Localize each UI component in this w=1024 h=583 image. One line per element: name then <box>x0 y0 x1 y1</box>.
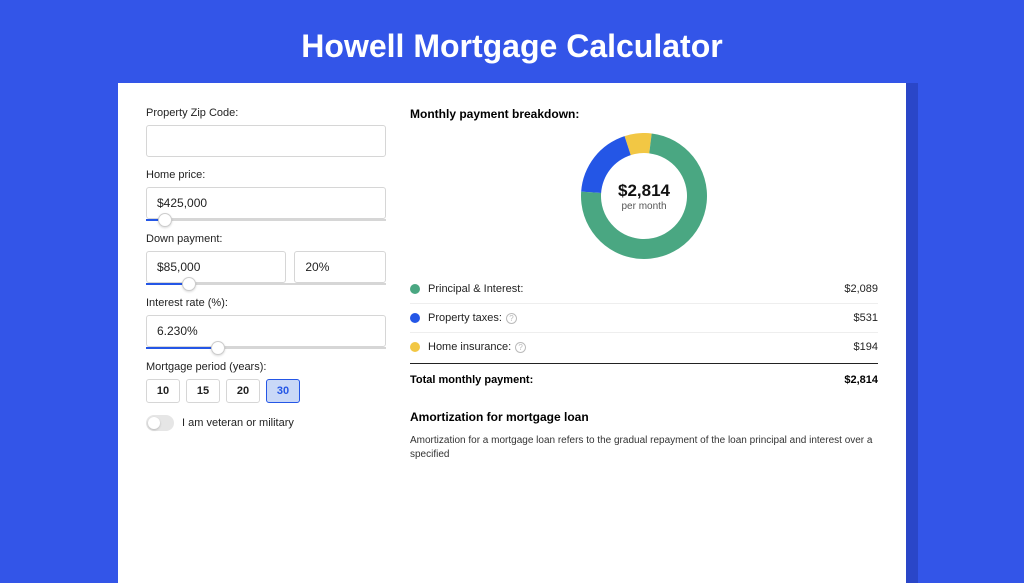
info-icon[interactable]: ? <box>506 313 517 324</box>
donut-amount: $2,814 <box>618 181 670 201</box>
legend-dot <box>410 284 420 294</box>
down-payment-amount-input[interactable] <box>146 251 286 283</box>
down-payment-slider[interactable] <box>146 283 386 285</box>
total-row: Total monthly payment: $2,814 <box>410 363 878 392</box>
legend-dot <box>410 313 420 323</box>
legend-row: Home insurance:?$194 <box>410 333 878 361</box>
amortization-title: Amortization for mortgage loan <box>410 410 878 424</box>
info-icon[interactable]: ? <box>515 342 526 353</box>
total-label: Total monthly payment: <box>410 374 844 386</box>
amortization-section: Amortization for mortgage loan Amortizat… <box>410 410 878 462</box>
legend-label: Property taxes:? <box>428 312 854 324</box>
legend-row: Property taxes:?$531 <box>410 304 878 333</box>
down-payment-pct-input[interactable] <box>294 251 386 283</box>
period-button-30[interactable]: 30 <box>266 379 300 403</box>
breakdown-title: Monthly payment breakdown: <box>410 107 878 121</box>
veteran-toggle-row: I am veteran or military <box>146 415 386 431</box>
down-payment-field: Down payment: <box>146 233 386 285</box>
toggle-knob <box>148 417 160 429</box>
interest-rate-input[interactable] <box>146 315 386 347</box>
interest-rate-field: Interest rate (%): <box>146 297 386 349</box>
home-price-input[interactable] <box>146 187 386 219</box>
mortgage-period-label: Mortgage period (years): <box>146 361 386 373</box>
zip-field: Property Zip Code: <box>146 107 386 157</box>
interest-rate-slider[interactable] <box>146 347 386 349</box>
legend-dot <box>410 342 420 352</box>
calculator-card: Property Zip Code: Home price: Down paym… <box>118 83 906 583</box>
legend-label: Home insurance:? <box>428 341 854 353</box>
legend: Principal & Interest:$2,089Property taxe… <box>410 275 878 361</box>
period-button-20[interactable]: 20 <box>226 379 260 403</box>
period-buttons: 10152030 <box>146 379 386 403</box>
down-payment-label: Down payment: <box>146 233 386 245</box>
legend-value: $531 <box>854 312 878 324</box>
home-price-slider[interactable] <box>146 219 386 221</box>
legend-value: $2,089 <box>844 283 878 295</box>
total-value: $2,814 <box>844 374 878 386</box>
legend-value: $194 <box>854 341 878 353</box>
donut-chart: $2,814 per month <box>581 133 707 259</box>
mortgage-period-field: Mortgage period (years): 10152030 <box>146 361 386 403</box>
period-button-15[interactable]: 15 <box>186 379 220 403</box>
interest-rate-label: Interest rate (%): <box>146 297 386 309</box>
donut-center: $2,814 per month <box>581 133 707 259</box>
home-price-label: Home price: <box>146 169 386 181</box>
slider-thumb[interactable] <box>158 213 172 227</box>
donut-wrap: $2,814 per month <box>410 133 878 259</box>
home-price-field: Home price: <box>146 169 386 221</box>
page-title: Howell Mortgage Calculator <box>0 0 1024 83</box>
veteran-toggle[interactable] <box>146 415 174 431</box>
slider-thumb[interactable] <box>211 341 225 355</box>
slider-thumb[interactable] <box>182 277 196 291</box>
legend-label: Principal & Interest: <box>428 283 844 295</box>
period-button-10[interactable]: 10 <box>146 379 180 403</box>
zip-input[interactable] <box>146 125 386 157</box>
zip-label: Property Zip Code: <box>146 107 386 119</box>
veteran-toggle-label: I am veteran or military <box>182 417 294 429</box>
amortization-text: Amortization for a mortgage loan refers … <box>410 434 878 462</box>
donut-sub: per month <box>621 201 666 212</box>
legend-row: Principal & Interest:$2,089 <box>410 275 878 304</box>
